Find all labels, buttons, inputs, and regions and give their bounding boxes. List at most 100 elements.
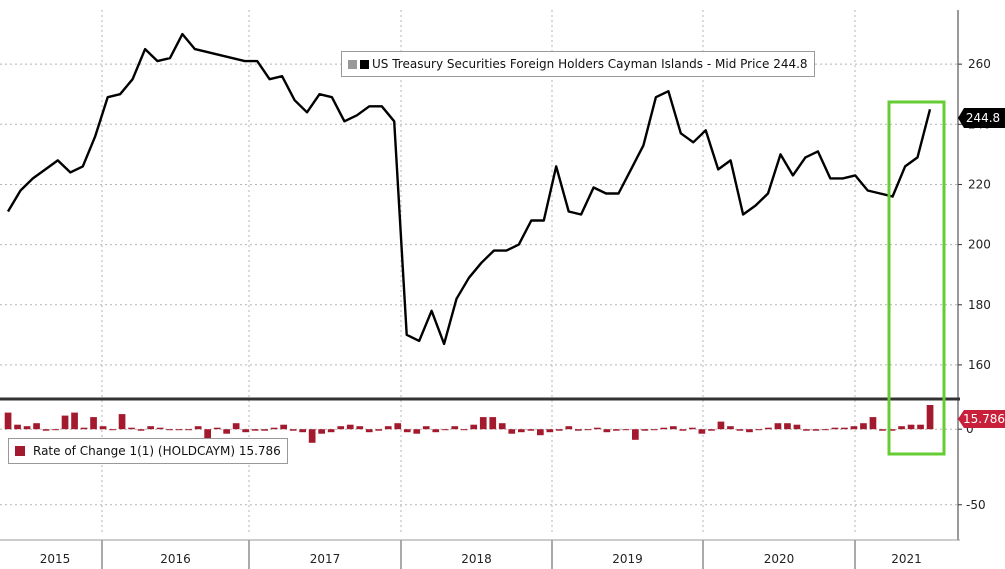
- roc-bar: [90, 417, 97, 430]
- roc-bar: [375, 429, 383, 431]
- roc-bar: [71, 412, 78, 430]
- roc-bar: [175, 429, 183, 431]
- roc-bar: [632, 429, 639, 440]
- x-axis-label: 2016: [160, 552, 191, 566]
- roc-bar: [603, 429, 611, 433]
- roc-bar: [318, 429, 325, 434]
- roc-bar: [166, 429, 173, 431]
- roc-bar: [898, 426, 905, 430]
- roc-bar: [736, 429, 744, 431]
- roc-bar: [556, 429, 563, 431]
- roc-bar: [755, 429, 763, 431]
- roc-bar: [537, 429, 544, 436]
- roc-bar: [432, 429, 440, 433]
- x-axis-label: 2019: [612, 552, 643, 566]
- roc-bar: [147, 426, 154, 430]
- x-axis-label: 2020: [764, 552, 795, 566]
- roc-bar: [308, 429, 316, 443]
- highlight-box: [887, 100, 946, 456]
- roc-bar: [926, 405, 934, 430]
- roc-bar: [194, 426, 202, 430]
- roc-bars: [4, 405, 934, 443]
- roc-bar: [860, 423, 867, 430]
- roc-bar: [498, 423, 506, 430]
- roc-bar: [708, 429, 715, 431]
- x-axis-label: 2017: [310, 552, 341, 566]
- roc-bar: [784, 423, 791, 430]
- roc-bar: [185, 429, 192, 431]
- roc-bar: [251, 429, 259, 431]
- roc-bar: [365, 429, 373, 433]
- roc-bar: [422, 426, 430, 430]
- roc-bar: [831, 427, 839, 430]
- roc-bar: [156, 427, 164, 430]
- roc-bar: [441, 429, 449, 431]
- roc-bar: [793, 424, 801, 430]
- roc-bar: [698, 429, 706, 434]
- roc-bar: [765, 427, 772, 430]
- roc-bar: [774, 423, 782, 430]
- roc-legend-swatch: [15, 446, 25, 456]
- roc-bar: [242, 429, 249, 433]
- roc-bar: [109, 429, 116, 431]
- roc-bar: [489, 417, 497, 430]
- roc-bar: [869, 417, 877, 430]
- roc-bar: [327, 429, 335, 433]
- roc-bar: [575, 429, 582, 431]
- roc-bar: [746, 429, 753, 433]
- price-last-value-label: 244.8: [966, 111, 1000, 125]
- roc-last-value-label: 15.786: [963, 412, 1005, 426]
- roc-bar: [280, 424, 287, 430]
- roc-bar: [346, 424, 354, 430]
- roc-bar: [337, 426, 345, 430]
- roc-bar: [460, 429, 468, 431]
- roc-bar: [137, 429, 145, 431]
- roc-bar: [689, 427, 696, 430]
- price-tick-label: 260: [968, 57, 991, 71]
- x-axis-label: 2018: [461, 552, 492, 566]
- roc-bar: [118, 414, 126, 430]
- roc-bar: [413, 429, 421, 434]
- roc-bar: [850, 426, 858, 430]
- price-tick-label: 180: [968, 298, 991, 312]
- roc-bar: [232, 423, 240, 430]
- roc-last-value-tag: 15.786: [958, 410, 1005, 428]
- roc-bar: [356, 426, 364, 430]
- roc-bar: [384, 426, 392, 430]
- roc-bar: [52, 429, 59, 431]
- roc-bar: [622, 429, 630, 431]
- price-tick-label: 200: [968, 238, 991, 252]
- roc-bar: [641, 429, 649, 431]
- price-last-value-tag: 244.8: [958, 108, 1005, 128]
- price-legend-text: US Treasury Securities Foreign Holders C…: [372, 57, 808, 71]
- roc-bar: [565, 426, 573, 430]
- roc-bar: [4, 412, 12, 430]
- roc-legend: Rate of Change 1(1) (HOLDCAYM) 15.786: [8, 438, 288, 464]
- roc-bar: [394, 423, 402, 430]
- price-series-line: [6, 32, 932, 346]
- roc-bar: [508, 429, 516, 434]
- roc-bar: [727, 426, 734, 430]
- roc-bar: [670, 426, 677, 430]
- roc-bar: [651, 429, 658, 431]
- roc-axis-ticks: 0 -50: [958, 422, 986, 512]
- roc-bar: [527, 429, 535, 431]
- roc-bar: [42, 429, 50, 431]
- roc-bar: [14, 424, 21, 430]
- roc-tick-label: -50: [966, 498, 986, 512]
- roc-bar: [518, 429, 525, 433]
- price-axis-ticks: 160180200220240260: [958, 57, 991, 372]
- roc-bar: [479, 417, 487, 430]
- price-tick-label: 160: [968, 358, 991, 372]
- roc-bar: [812, 429, 820, 431]
- roc-bar: [879, 429, 886, 431]
- roc-legend-text: Rate of Change 1(1) (HOLDCAYM) 15.786: [33, 444, 281, 458]
- x-axis-labels: 2015 2016 2017 2018 2019 2020 2021: [40, 552, 922, 566]
- roc-bar: [888, 429, 896, 431]
- year-gridlines: [101, 10, 856, 569]
- price-legend: US Treasury Securities Foreign Holders C…: [341, 51, 815, 77]
- roc-bar: [270, 427, 278, 430]
- x-axis-label: 2015: [40, 552, 71, 566]
- price-legend-swatch-gray: [348, 59, 357, 69]
